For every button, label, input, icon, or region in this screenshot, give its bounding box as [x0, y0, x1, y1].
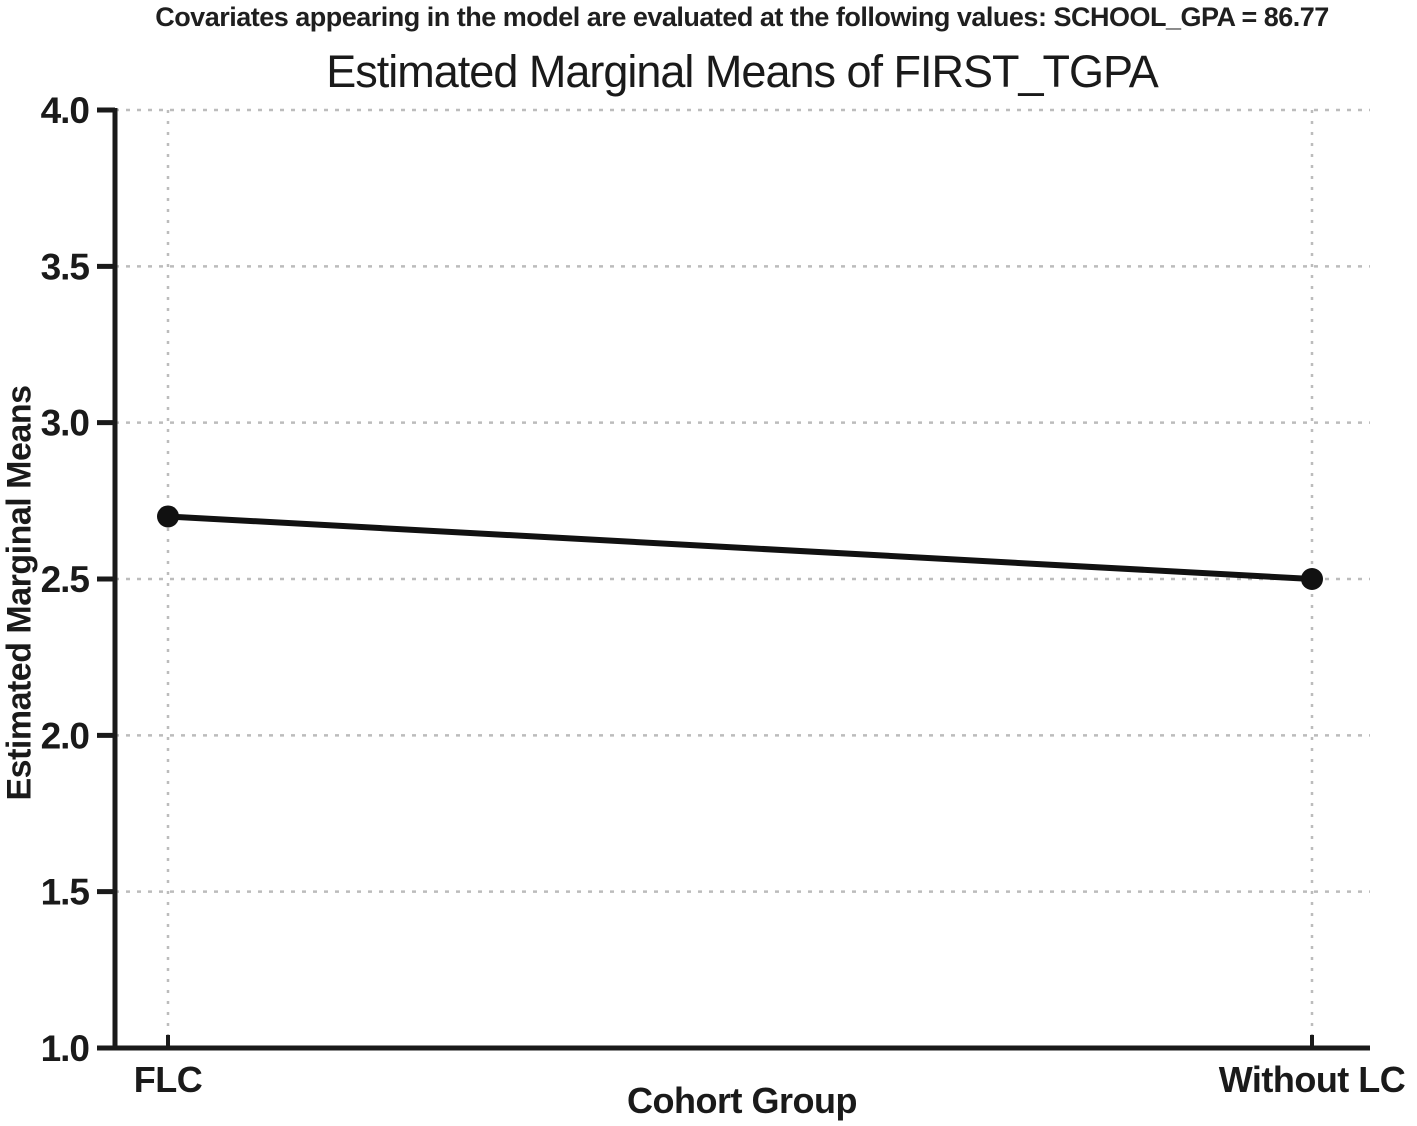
x-category-label: FLC — [134, 1059, 203, 1100]
series-line — [165, 513, 1315, 582]
x-category-label: Without LC — [1219, 1059, 1406, 1100]
covariates-note: Covariates appearing in the model are ev… — [155, 2, 1329, 32]
data-point-marker — [1301, 568, 1323, 590]
y-tick-label: 3.5 — [41, 246, 90, 287]
y-tick-label: 1.0 — [41, 1028, 90, 1069]
y-tick-label: 3.0 — [41, 403, 90, 444]
x-axis-label: Cohort Group — [627, 1080, 857, 1121]
y-tick-label: 1.5 — [41, 872, 90, 913]
chart-title: Estimated Marginal Means of FIRST_TGPA — [326, 46, 1158, 97]
y-tick-label: 2.5 — [41, 559, 90, 600]
y-tick-label: 4.0 — [41, 90, 90, 131]
y-tick-label: 2.0 — [41, 715, 90, 756]
data-point-marker — [157, 505, 179, 528]
